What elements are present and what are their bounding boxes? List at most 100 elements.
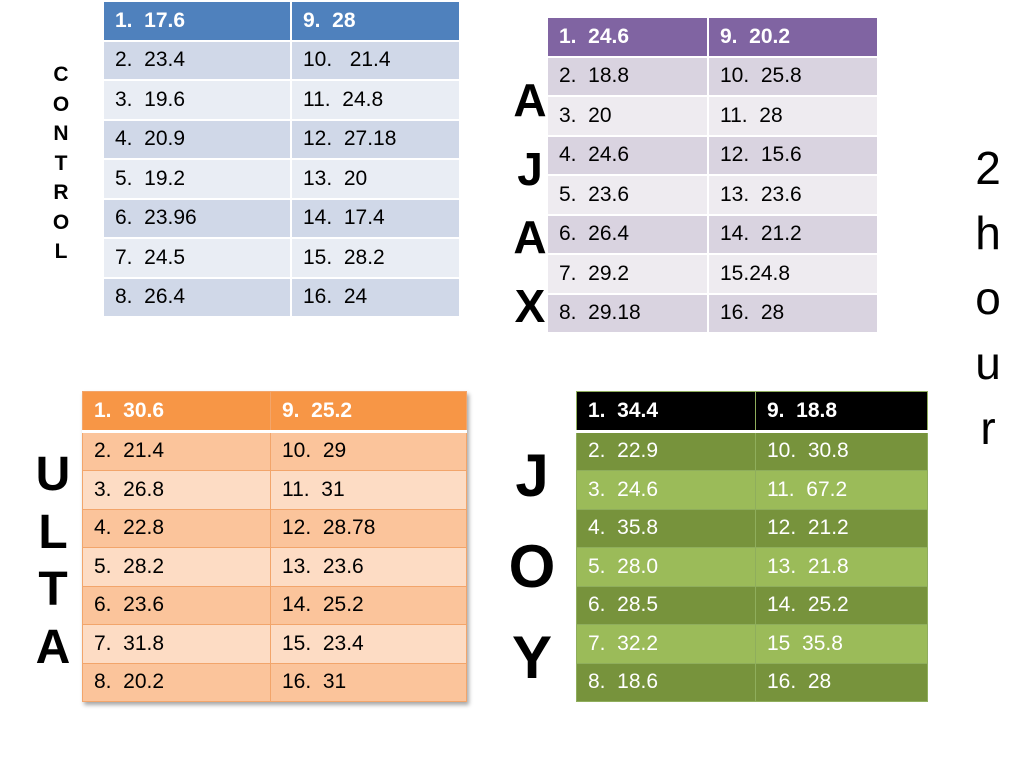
table-cell: 14. 17.4	[290, 197, 461, 239]
table-row: 4. 24.6 12. 15.6	[546, 134, 879, 176]
table-row: 3. 19.6 11. 24.8	[102, 79, 461, 121]
ulta-table: 1. 30.6 9. 25.2 2. 21.4 10. 29 3. 26.8 11. 31…	[82, 391, 467, 702]
table-row: 7. 32.2 15 35.8	[576, 624, 928, 664]
table-cell: 11. 28	[707, 95, 879, 137]
table-cell: 7. 32.2	[576, 624, 756, 664]
table-row: 3. 24.6 11. 67.2	[576, 470, 928, 510]
table-cell: 6. 26.4	[546, 213, 709, 255]
table-cell: 5. 28.0	[576, 547, 756, 587]
table-row: 2. 21.4 10. 29	[82, 430, 467, 471]
ajax-label: A J A X	[513, 74, 547, 332]
table-row: 6. 28.5 14. 25.2	[576, 585, 928, 625]
table-cell: 9. 18.8	[755, 391, 928, 433]
table-cell: 13. 23.6	[707, 174, 879, 216]
table-row: 5. 28.2 13. 23.6	[82, 547, 467, 587]
table-cell: 6. 28.5	[576, 585, 756, 625]
table-cell: 12. 21.2	[755, 508, 928, 548]
table-row: 3. 26.8 11. 31	[82, 470, 467, 510]
table-cell: 15 35.8	[755, 624, 928, 664]
table-cell: 2. 22.9	[576, 430, 756, 471]
table-header-row: 1. 34.4 9. 18.8	[576, 391, 928, 433]
table-row: 5. 19.2 13. 20	[102, 158, 461, 200]
table-header-row: 1. 24.6 9. 20.2	[546, 16, 879, 58]
table-cell: 14. 25.2	[755, 585, 928, 625]
table-cell: 2. 18.8	[546, 55, 709, 97]
table-cell: 3. 20	[546, 95, 709, 137]
table-row: 3. 20 11. 28	[546, 95, 879, 137]
table-cell: 6. 23.6	[82, 585, 271, 625]
table-cell: 4. 20.9	[102, 118, 292, 160]
table-cell: 2. 23.4	[102, 39, 292, 81]
table-row: 4. 35.8 12. 21.2	[576, 508, 928, 548]
table-cell: 1. 34.4	[576, 391, 756, 433]
table-cell: 8. 26.4	[102, 276, 292, 318]
table-cell: 12. 27.18	[290, 118, 461, 160]
control-label: C O N T R O L	[52, 63, 70, 263]
table-cell: 13. 21.8	[755, 547, 928, 587]
table-cell: 12. 28.78	[270, 508, 467, 548]
table-cell: 5. 28.2	[82, 547, 271, 587]
table-row: 2. 23.4 10. 21.4	[102, 39, 461, 81]
table-row: 6. 23.6 14. 25.2	[82, 585, 467, 625]
table-cell: 6. 23.96	[102, 197, 292, 239]
table-cell: 10. 30.8	[755, 430, 928, 471]
table-row: 8. 18.6 16. 28	[576, 662, 928, 702]
table-row: 5. 28.0 13. 21.8	[576, 547, 928, 587]
table-cell: 16. 28	[755, 662, 928, 702]
table-row: 2. 22.9 10. 30.8	[576, 430, 928, 471]
table-cell: 16. 24	[290, 276, 461, 318]
table-row: 8. 29.18 16. 28	[546, 292, 879, 334]
table-cell: 8. 29.18	[546, 292, 709, 334]
table-cell: 1. 17.6	[102, 0, 292, 42]
table-cell: 3. 24.6	[576, 470, 756, 510]
table-row: 8. 26.4 16. 24	[102, 276, 461, 318]
table-cell: 15. 28.2	[290, 237, 461, 279]
table-cell: 14. 21.2	[707, 213, 879, 255]
table-cell: 15.24.8	[707, 253, 879, 295]
control-table: 1. 17.6 9. 28 2. 23.4 10. 21.4 3. 19.6 11. 24…	[102, 0, 461, 318]
joy-table: 1. 34.4 9. 18.8 2. 22.9 10. 30.8 3. 24.6 11. …	[576, 391, 928, 702]
table-row: 5. 23.6 13. 23.6	[546, 174, 879, 216]
table-header-row: 1. 17.6 9. 28	[102, 0, 461, 42]
table-cell: 9. 20.2	[707, 16, 879, 58]
table-cell: 11. 24.8	[290, 79, 461, 121]
table-header-row: 1. 30.6 9. 25.2	[82, 391, 467, 433]
table-row: 8. 20.2 16. 31	[82, 662, 467, 702]
table-cell: 4. 35.8	[576, 508, 756, 548]
table-cell: 5. 23.6	[546, 174, 709, 216]
table-row: 7. 24.5 15. 28.2	[102, 237, 461, 279]
table-cell: 5. 19.2	[102, 158, 292, 200]
table-cell: 15. 23.4	[270, 624, 467, 664]
table-cell: 10. 21.4	[290, 39, 461, 81]
ajax-table: 1. 24.6 9. 20.2 2. 18.8 10. 25.8 3. 20 11. 28…	[546, 16, 879, 334]
two-hour-label: 2 h o u r	[975, 142, 1001, 454]
table-cell: 7. 29.2	[546, 253, 709, 295]
table-cell: 14. 25.2	[270, 585, 467, 625]
table-cell: 10. 29	[270, 430, 467, 471]
table-cell: 12. 15.6	[707, 134, 879, 176]
table-cell: 9. 28	[290, 0, 461, 42]
table-cell: 3. 26.8	[82, 470, 271, 510]
table-cell: 1. 30.6	[82, 391, 271, 433]
table-row: 6. 26.4 14. 21.2	[546, 213, 879, 255]
table-cell: 2. 21.4	[82, 430, 271, 471]
table-cell: 4. 24.6	[546, 134, 709, 176]
table-cell: 16. 28	[707, 292, 879, 334]
table-cell: 8. 18.6	[576, 662, 756, 702]
table-row: 6. 23.96 14. 17.4	[102, 197, 461, 239]
table-cell: 11. 31	[270, 470, 467, 510]
table-row: 4. 20.9 12. 27.18	[102, 118, 461, 160]
table-cell: 16. 31	[270, 662, 467, 702]
table-row: 4. 22.8 12. 28.78	[82, 508, 467, 548]
table-cell: 1. 24.6	[546, 16, 709, 58]
table-row: 2. 18.8 10. 25.8	[546, 55, 879, 97]
table-row: 7. 31.8 15. 23.4	[82, 624, 467, 664]
table-cell: 13. 23.6	[270, 547, 467, 587]
table-cell: 13. 20	[290, 158, 461, 200]
table-cell: 11. 67.2	[755, 470, 928, 510]
table-cell: 4. 22.8	[82, 508, 271, 548]
table-cell: 7. 31.8	[82, 624, 271, 664]
table-cell: 9. 25.2	[270, 391, 467, 433]
table-row: 7. 29.2 15.24.8	[546, 253, 879, 295]
table-cell: 7. 24.5	[102, 237, 292, 279]
